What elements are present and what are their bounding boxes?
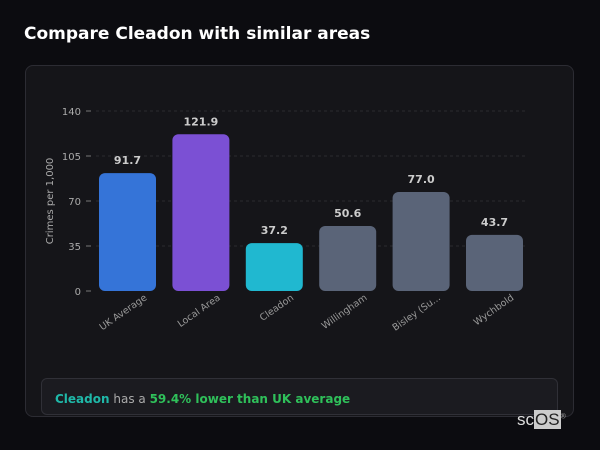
y-tick-label: 105 (62, 152, 81, 163)
data-label: 37.2 (261, 224, 288, 237)
bar (392, 192, 450, 291)
data-label: 77.0 (408, 173, 435, 186)
data-label: 121.9 (184, 115, 219, 128)
bar (99, 173, 156, 291)
summary-comparison: 59.4% lower than UK average (149, 392, 351, 406)
bar (319, 225, 377, 291)
y-tick-label: 140 (62, 107, 81, 118)
summary-box: Cleadon has a 59.4% lower than UK averag… (41, 378, 558, 415)
bar (466, 234, 523, 291)
y-axis-label: Crimes per 1,000 (45, 158, 56, 245)
logo: scOS® (517, 410, 566, 429)
data-label: 43.7 (481, 216, 508, 229)
data-label: 50.6 (334, 207, 361, 220)
x-tick-label: Local Area (176, 292, 223, 329)
x-tick-label: Cleadon (258, 292, 296, 323)
bar (172, 134, 230, 291)
y-tick-label: 70 (68, 197, 81, 208)
data-label: 91.7 (114, 154, 141, 167)
bar (245, 243, 303, 291)
y-tick-label: 0 (75, 287, 81, 298)
summary-text: has a (109, 392, 150, 406)
page-title: Compare Cleadon with similar areas (24, 24, 371, 44)
x-tick-label: Bisley (Su... (391, 292, 443, 333)
x-tick-label: Willingham (320, 292, 370, 331)
x-tick-label: UK Average (98, 292, 150, 333)
x-tick-label: Wychbold (472, 292, 516, 328)
y-tick-label: 35 (68, 242, 81, 253)
summary-place: Cleadon (55, 392, 110, 406)
